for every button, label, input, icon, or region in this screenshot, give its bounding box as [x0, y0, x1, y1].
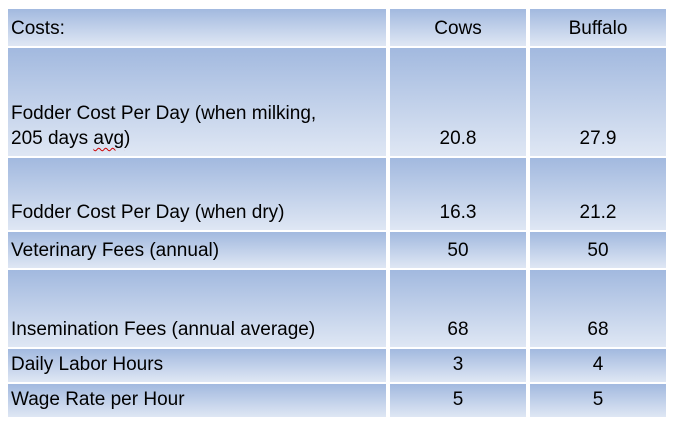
- fodder-milking-line2-pre: 205 days: [11, 128, 94, 149]
- fodder-milking-line2: 205 days avg): [11, 126, 316, 151]
- fodder-dry-cows-value: 16.3: [439, 202, 477, 223]
- wage-rate-cows-value: 5: [452, 389, 464, 410]
- cell-fodder-milking-cows[interactable]: 20.8: [390, 48, 526, 156]
- cell-labor-hours-cows[interactable]: 3: [390, 349, 526, 382]
- header-costs-label: Costs:: [11, 18, 65, 39]
- fodder-milking-cows-value: 20.8: [439, 128, 477, 149]
- cell-fodder-dry-label[interactable]: Fodder Cost Per Day (when dry): [8, 158, 386, 230]
- cell-wage-rate-label[interactable]: Wage Rate per Hour: [8, 384, 386, 417]
- fodder-milking-buffalo-value: 27.9: [579, 128, 617, 149]
- cell-labor-hours-buffalo[interactable]: 4: [530, 349, 666, 382]
- cell-insemination-label[interactable]: Insemination Fees (annual average): [8, 270, 386, 347]
- spellcheck-word: avg: [93, 128, 125, 149]
- insemination-cows-value: 68: [447, 319, 469, 340]
- vet-fees-cows-value: 50: [447, 240, 469, 261]
- cell-fodder-milking-buffalo[interactable]: 27.9: [530, 48, 666, 156]
- labor-hours-label: Daily Labor Hours: [11, 354, 164, 375]
- cell-fodder-dry-buffalo[interactable]: 21.2: [530, 158, 666, 230]
- fodder-dry-label: Fodder Cost Per Day (when dry): [11, 202, 285, 223]
- header-buffalo-label: Buffalo: [568, 18, 628, 39]
- cell-fodder-dry-cows[interactable]: 16.3: [390, 158, 526, 230]
- cell-vet-fees-label[interactable]: Veterinary Fees (annual): [8, 232, 386, 268]
- insemination-label: Insemination Fees (annual average): [11, 319, 316, 340]
- labor-hours-buffalo-value: 4: [592, 354, 604, 375]
- costs-table: Costs: Cows Buffalo Fodder Cost Per Day …: [8, 9, 666, 417]
- wage-rate-label: Wage Rate per Hour: [11, 389, 185, 410]
- labor-hours-cows-value: 3: [452, 354, 464, 375]
- cell-wage-rate-buffalo[interactable]: 5: [530, 384, 666, 417]
- cell-insemination-cows[interactable]: 68: [390, 270, 526, 347]
- header-cell-costs[interactable]: Costs:: [8, 9, 386, 46]
- cell-vet-fees-buffalo[interactable]: 50: [530, 232, 666, 268]
- fodder-milking-label: Fodder Cost Per Day (when milking, 205 d…: [11, 101, 316, 151]
- wage-rate-buffalo-value: 5: [592, 389, 604, 410]
- vet-fees-buffalo-value: 50: [587, 240, 609, 261]
- header-cows-label: Cows: [434, 18, 482, 39]
- cell-vet-fees-cows[interactable]: 50: [390, 232, 526, 268]
- fodder-milking-line1: Fodder Cost Per Day (when milking,: [11, 103, 317, 124]
- header-cell-cows[interactable]: Cows: [390, 9, 526, 46]
- cell-wage-rate-cows[interactable]: 5: [390, 384, 526, 417]
- header-cell-buffalo[interactable]: Buffalo: [530, 9, 666, 46]
- fodder-dry-buffalo-value: 21.2: [579, 202, 617, 223]
- cell-labor-hours-label[interactable]: Daily Labor Hours: [8, 349, 386, 382]
- insemination-buffalo-value: 68: [587, 319, 609, 340]
- vet-fees-label: Veterinary Fees (annual): [11, 240, 220, 261]
- cell-fodder-milking-label[interactable]: Fodder Cost Per Day (when milking, 205 d…: [8, 48, 386, 156]
- fodder-milking-line2-post: ): [124, 128, 131, 149]
- cell-insemination-buffalo[interactable]: 68: [530, 270, 666, 347]
